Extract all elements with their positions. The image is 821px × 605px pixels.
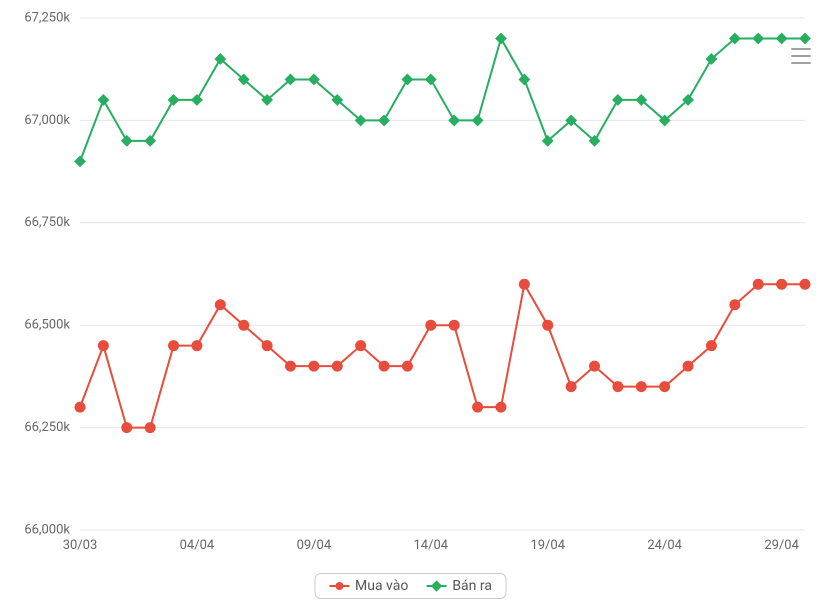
marker-mua_vao[interactable] <box>754 280 763 289</box>
x-tick-label: 29/04 <box>764 538 799 553</box>
marker-mua_vao[interactable] <box>450 321 459 330</box>
x-tick-label: 09/04 <box>297 538 332 553</box>
marker-mua_vao[interactable] <box>730 300 739 309</box>
marker-ban_ra[interactable] <box>169 95 178 104</box>
diamond-marker-icon <box>426 585 446 587</box>
marker-mua_vao[interactable] <box>216 300 225 309</box>
marker-mua_vao[interactable] <box>356 341 365 350</box>
marker-mua_vao[interactable] <box>543 321 552 330</box>
marker-ban_ra[interactable] <box>613 95 622 104</box>
marker-ban_ra[interactable] <box>192 95 201 104</box>
marker-mua_vao[interactable] <box>496 403 505 412</box>
marker-mua_vao[interactable] <box>169 341 178 350</box>
y-tick-label: 66,000k <box>24 522 70 537</box>
price-line-chart: 66,000k 66,250k 66,500k 66,750k 67,000k 67,25… <box>0 0 821 605</box>
series-line-mua_vao <box>80 284 805 427</box>
marker-mua_vao[interactable] <box>613 382 622 391</box>
marker-ban_ra[interactable] <box>99 95 108 104</box>
marker-ban_ra[interactable] <box>403 75 412 84</box>
marker-mua_vao[interactable] <box>192 341 201 350</box>
legend-item-bán-ra[interactable]: Bán ra <box>426 578 492 594</box>
x-tick-label: 04/04 <box>180 538 215 553</box>
legend-label: Bán ra <box>452 578 492 594</box>
marker-mua_vao[interactable] <box>333 362 342 371</box>
x-tick-label: 30/03 <box>63 538 98 553</box>
marker-mua_vao[interactable] <box>777 280 786 289</box>
marker-mua_vao[interactable] <box>403 362 412 371</box>
chart-svg: 66,000k 66,250k 66,500k 66,750k 67,000k 67,25… <box>0 0 821 605</box>
marker-mua_vao[interactable] <box>76 403 85 412</box>
marker-mua_vao[interactable] <box>567 382 576 391</box>
marker-ban_ra[interactable] <box>520 75 529 84</box>
legend: Mua vào Bán ra <box>314 573 507 599</box>
x-tick-label: 19/04 <box>530 538 565 553</box>
marker-mua_vao[interactable] <box>590 362 599 371</box>
marker-ban_ra[interactable] <box>777 34 786 43</box>
x-tick-label: 24/04 <box>647 538 682 553</box>
legend-item-mua-vào[interactable]: Mua vào <box>329 578 408 594</box>
marker-mua_vao[interactable] <box>380 362 389 371</box>
x-tick-label: 14/04 <box>414 538 449 553</box>
marker-ban_ra[interactable] <box>801 34 810 43</box>
circle-marker-icon <box>329 585 349 587</box>
marker-mua_vao[interactable] <box>684 362 693 371</box>
series-line-ban_ra <box>80 38 805 161</box>
marker-ban_ra[interactable] <box>76 157 85 166</box>
marker-mua_vao[interactable] <box>473 403 482 412</box>
marker-mua_vao[interactable] <box>239 321 248 330</box>
y-tick-label: 66,750k <box>24 215 70 230</box>
marker-mua_vao[interactable] <box>660 382 669 391</box>
marker-mua_vao[interactable] <box>426 321 435 330</box>
marker-ban_ra[interactable] <box>380 116 389 125</box>
marker-mua_vao[interactable] <box>263 341 272 350</box>
hamburger-menu-icon[interactable] <box>791 48 811 64</box>
marker-mua_vao[interactable] <box>520 280 529 289</box>
y-tick-label: 66,500k <box>24 318 70 333</box>
marker-ban_ra[interactable] <box>122 136 131 145</box>
marker-mua_vao[interactable] <box>309 362 318 371</box>
marker-ban_ra[interactable] <box>426 75 435 84</box>
marker-ban_ra[interactable] <box>450 116 459 125</box>
marker-ban_ra[interactable] <box>146 136 155 145</box>
marker-mua_vao[interactable] <box>146 423 155 432</box>
marker-mua_vao[interactable] <box>286 362 295 371</box>
legend-label: Mua vào <box>355 578 408 594</box>
marker-mua_vao[interactable] <box>122 423 131 432</box>
marker-ban_ra[interactable] <box>754 34 763 43</box>
marker-mua_vao[interactable] <box>637 382 646 391</box>
y-tick-label: 66,250k <box>24 420 70 435</box>
marker-mua_vao[interactable] <box>801 280 810 289</box>
marker-ban_ra[interactable] <box>496 34 505 43</box>
marker-ban_ra[interactable] <box>473 116 482 125</box>
y-tick-label: 67,250k <box>24 10 70 25</box>
y-tick-label: 67,000k <box>24 113 70 128</box>
marker-mua_vao[interactable] <box>707 341 716 350</box>
marker-mua_vao[interactable] <box>99 341 108 350</box>
